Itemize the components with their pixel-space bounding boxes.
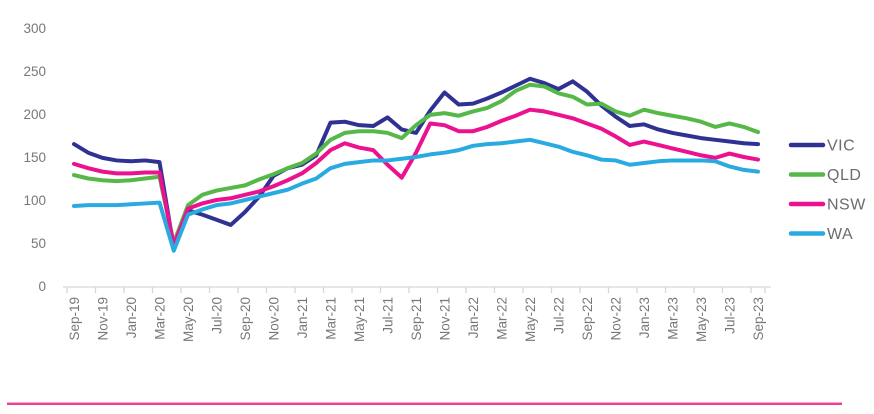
legend-label-nsw: NSW <box>827 197 866 214</box>
x-axis-tick-label: Nov-20 <box>267 297 282 341</box>
x-axis-tick-label: Sep-22 <box>580 297 595 341</box>
x-axis-tick-label: Mar-23 <box>666 297 681 340</box>
legend-label-vic: VIC <box>827 138 855 155</box>
series-line-qld <box>72 82 760 245</box>
x-axis-tick-label: Sep-20 <box>238 297 253 341</box>
y-axis-tick-label: 300 <box>23 21 46 36</box>
x-axis-tick-label: Jul-21 <box>381 297 396 334</box>
footer-divider-line <box>7 402 842 405</box>
series-line-nsw <box>72 107 760 248</box>
x-axis-tick-label: Nov-19 <box>96 297 111 341</box>
x-axis-tick-label: Nov-22 <box>609 297 624 341</box>
y-axis-tick-label: 200 <box>23 107 46 122</box>
x-axis-tick-label: Nov-21 <box>438 297 453 341</box>
x-axis-tick-label: May-20 <box>181 297 196 342</box>
x-axis-tick-label: Jan-22 <box>466 297 481 338</box>
x-axis-tick-label: Jan-23 <box>637 297 652 338</box>
legend-label-wa: WA <box>827 226 853 243</box>
x-axis-tick-label: Sep-21 <box>409 297 424 341</box>
x-axis-tick-label: Jul-23 <box>723 297 738 334</box>
y-axis-tick-label: 0 <box>38 279 46 294</box>
y-axis-tick-label: 100 <box>23 193 46 208</box>
y-axis-tick-label: 250 <box>23 64 46 79</box>
y-axis-tick-label: 50 <box>31 236 46 251</box>
x-axis-tick-label: Jan-20 <box>124 297 139 338</box>
y-axis-tick-label: 150 <box>23 150 46 165</box>
x-axis-tick-label: Sep-19 <box>67 297 82 341</box>
x-axis-tick-label: Mar-22 <box>495 297 510 340</box>
series-line-wa <box>72 137 760 253</box>
x-axis-tick-label: Jul-20 <box>210 297 225 334</box>
x-axis-tick-label: Mar-21 <box>324 297 339 340</box>
legend-label-qld: QLD <box>827 167 861 184</box>
x-axis-tick-label: May-23 <box>694 297 709 342</box>
x-axis-tick-label: May-21 <box>352 297 367 342</box>
x-axis-tick-label: Sep-23 <box>751 297 766 341</box>
x-axis-tick-label: Jan-21 <box>295 297 310 338</box>
x-axis-tick-label: Jul-22 <box>552 297 567 334</box>
x-axis-tick-label: Mar-20 <box>153 297 168 340</box>
x-axis-tick-label: May-22 <box>523 297 538 342</box>
